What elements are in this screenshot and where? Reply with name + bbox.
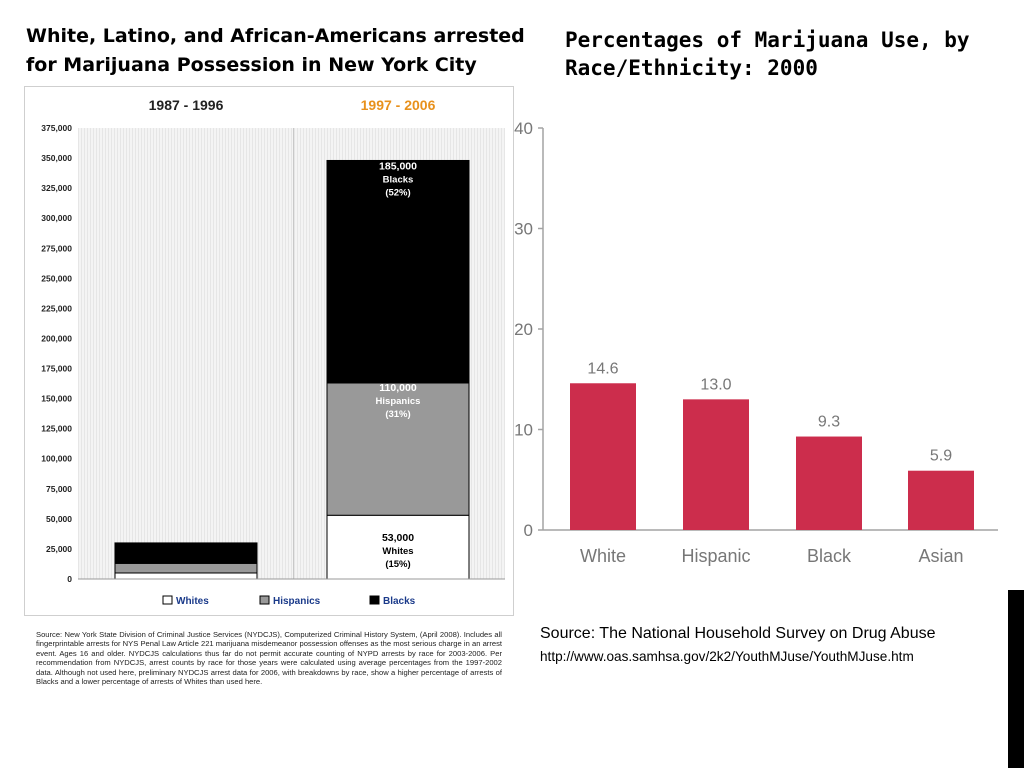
y-tick-label: 200,000: [41, 333, 72, 343]
period-header: 1987 - 1996: [149, 97, 224, 113]
bar-data-label: (52%): [385, 188, 410, 199]
right-chart-title: Percentages of Marijuana Use, by Race/Et…: [565, 28, 970, 80]
bar-segment-blacks: [326, 159, 470, 384]
use-bar-white: [570, 383, 636, 530]
bar-data-label: Whites: [382, 546, 413, 557]
y-tick-label: 75,000: [46, 484, 72, 494]
bar-value-label: 5.9: [930, 448, 952, 465]
right-y-tick-label: 20: [514, 320, 533, 339]
bar-data-label: 185,000: [379, 161, 417, 173]
bar-value-label: 9.3: [818, 414, 840, 431]
y-tick-label: 325,000: [41, 183, 72, 193]
bar-value-label: 13.0: [700, 376, 731, 393]
y-tick-label: 375,000: [41, 123, 72, 133]
y-tick-label: 150,000: [41, 394, 72, 404]
y-tick-label: 125,000: [41, 424, 72, 434]
edge-decoration-bar: [1008, 590, 1024, 768]
y-tick-label: 225,000: [41, 303, 72, 313]
legend-swatch-hispanics: [259, 595, 270, 605]
y-tick-label: 25,000: [46, 544, 72, 554]
legend-label-hispanics: Hispanics: [273, 596, 321, 607]
bar-data-label: 53,000: [382, 532, 414, 544]
x-category-label: White: [580, 546, 626, 566]
period-header: 1997 - 2006: [361, 97, 436, 113]
left-chart-title: White, Latino, and African-Americans arr…: [26, 25, 525, 76]
bar-data-label: (31%): [385, 409, 410, 420]
use-bar-asian: [908, 470, 974, 530]
x-category-label: Hispanic: [681, 546, 750, 566]
use-bar-hispanic: [683, 399, 749, 530]
bar-segment-blacks: [114, 542, 258, 564]
right-chart-source: Source: The National Household Survey on…: [540, 622, 1000, 668]
legend-label-whites: Whites: [176, 596, 209, 607]
left-chart-source-note: Source: New York State Division of Crimi…: [36, 630, 502, 687]
bar-data-label: (15%): [385, 559, 410, 570]
y-tick-label: 275,000: [41, 243, 72, 253]
x-category-label: Black: [807, 546, 852, 566]
y-tick-label: 350,000: [41, 153, 72, 163]
y-tick-label: 250,000: [41, 273, 72, 283]
right-source-url[interactable]: http://www.oas.samhsa.gov/2k2/YouthMJuse…: [540, 649, 914, 664]
bar-segment-hispanics: [326, 382, 470, 516]
y-tick-label: 300,000: [41, 213, 72, 223]
right-source-line: Source: The National Household Survey on…: [540, 625, 936, 642]
y-tick-label: 0: [67, 574, 72, 584]
use-bar-black: [796, 436, 862, 530]
bar-data-label: Blacks: [383, 175, 414, 186]
y-tick-label: 50,000: [46, 514, 72, 524]
right-y-tick-label: 30: [514, 220, 533, 239]
bar-value-label: 14.6: [587, 360, 618, 377]
y-tick-label: 100,000: [41, 454, 72, 464]
right-y-tick-label: 0: [524, 521, 533, 540]
right-y-tick-label: 40: [514, 119, 533, 138]
legend-swatch-whites: [162, 595, 173, 605]
y-tick-label: 175,000: [41, 364, 72, 374]
right-y-tick-label: 10: [514, 421, 533, 440]
legend-swatch-blacks: [369, 595, 380, 605]
bar-data-label: Hispanics: [376, 396, 421, 407]
legend-label-blacks: Blacks: [383, 596, 416, 607]
x-category-label: Asian: [918, 546, 963, 566]
bar-data-label: 110,000: [379, 382, 417, 394]
